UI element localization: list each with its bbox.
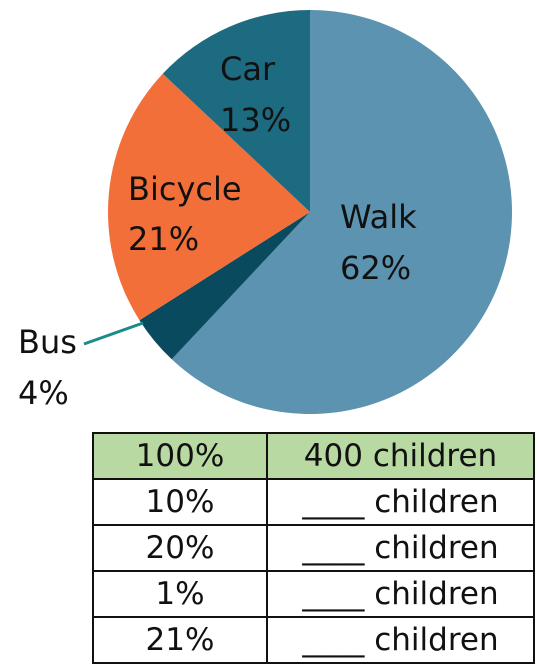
slice-label-bus: Bus [18, 323, 77, 361]
table-cell-percent: 20% [92, 524, 268, 572]
table-cell-children: ____ children [266, 570, 535, 618]
bus-callout-line [83, 321, 144, 346]
pie-slice-car [162, 10, 310, 212]
table-row: 10% ____ children [92, 478, 535, 526]
slice-value-walk: 62% [340, 249, 411, 287]
slice-value-bicycle: 21% [128, 220, 199, 258]
table-header-row: 100% 400 children [92, 432, 535, 480]
table-cell-percent: 1% [92, 570, 268, 618]
table-cell-children: ____ children [266, 524, 535, 572]
table-cell-children: ____ children [266, 478, 535, 526]
pie-slice-walk [171, 10, 512, 415]
percent-table: 100% 400 children 10% ____ children 20% … [92, 432, 535, 664]
slice-label-car: Car [220, 50, 276, 88]
slice-value-car: 13% [220, 101, 291, 139]
pie-slice-bicycle [107, 73, 310, 321]
table-row: 1% ____ children [92, 570, 535, 618]
pie-chart: Walk 62% Bicycle 21% Car 13% Bus 4% [18, 10, 512, 415]
table-cell-children: 400 children [266, 432, 535, 480]
table-row: 21% ____ children [92, 616, 535, 664]
table-cell-percent: 100% [92, 432, 268, 480]
table-row: 20% ____ children [92, 524, 535, 572]
table-cell-children: ____ children [266, 616, 535, 664]
slice-label-bicycle: Bicycle [128, 170, 242, 208]
table-cell-percent: 10% [92, 478, 268, 526]
table-cell-percent: 21% [92, 616, 268, 664]
slice-value-bus: 4% [18, 374, 69, 412]
slice-label-walk: Walk [340, 198, 417, 236]
pie-slice-bus [139, 212, 310, 360]
